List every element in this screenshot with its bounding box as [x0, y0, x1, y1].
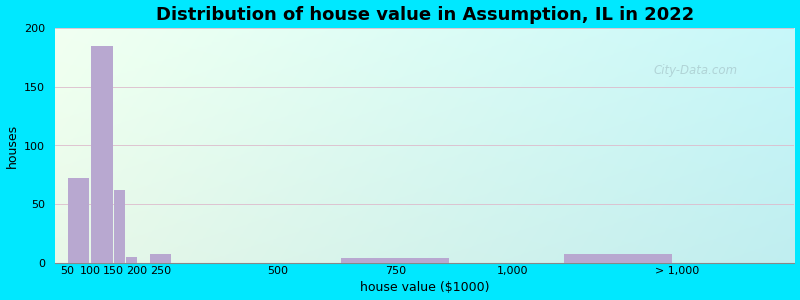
Bar: [342, 258, 450, 263]
X-axis label: house value ($1000): house value ($1000): [360, 281, 490, 294]
Title: Distribution of house value in Assumption, IL in 2022: Distribution of house value in Assumptio…: [155, 6, 694, 24]
Text: City-Data.com: City-Data.com: [654, 64, 738, 77]
Bar: [91, 46, 113, 263]
Bar: [114, 190, 125, 263]
Y-axis label: houses: houses: [6, 123, 18, 168]
Bar: [150, 254, 171, 263]
Bar: [564, 254, 672, 263]
Bar: [68, 178, 90, 263]
Bar: [126, 257, 137, 263]
